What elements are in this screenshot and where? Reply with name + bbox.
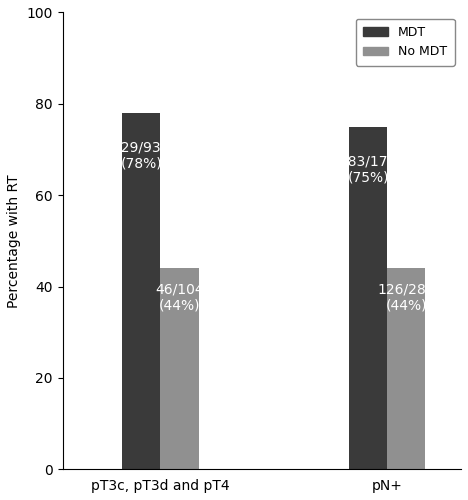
Legend: MDT, No MDT: MDT, No MDT (356, 18, 455, 66)
Bar (349, 126, 387, 470)
Y-axis label: Percentage with RT: Percentage with RT (7, 174, 21, 308)
Bar (122, 113, 161, 470)
Text: 729/939
(78%): 729/939 (78%) (113, 140, 170, 170)
Text: 126/285
(44%): 126/285 (44%) (377, 282, 435, 312)
Bar (387, 268, 425, 469)
Text: 1283/1706
(75%): 1283/1706 (75%) (330, 154, 406, 184)
Text: 46/104
(44%): 46/104 (44%) (155, 282, 204, 312)
Bar (161, 268, 198, 469)
